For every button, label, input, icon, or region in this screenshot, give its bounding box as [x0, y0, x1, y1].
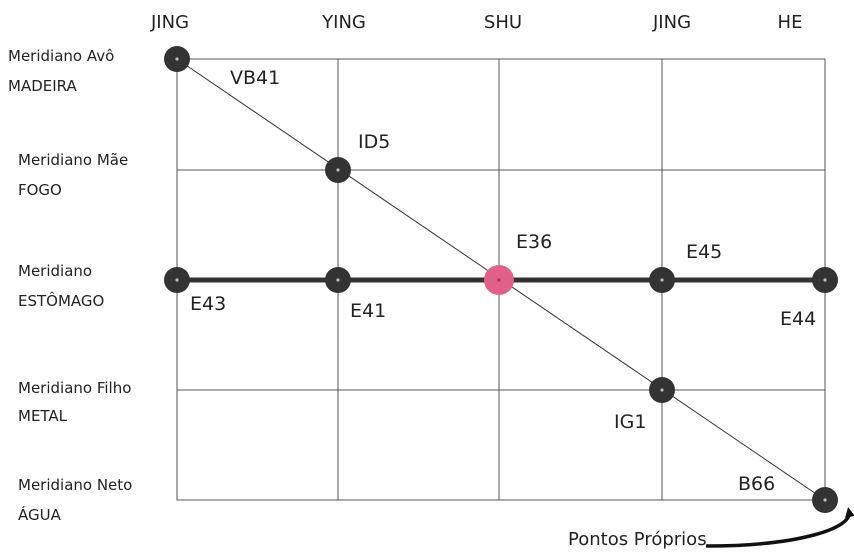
node-center — [823, 278, 827, 282]
row-label-mae-element: FOGO — [18, 181, 62, 199]
point-label-id5: ID5 — [358, 131, 390, 153]
acupoint-e36: E36 — [484, 231, 552, 295]
curved-arrow-icon — [705, 507, 854, 548]
acupoint-e44: E44 — [780, 267, 838, 330]
point-label-b66: B66 — [738, 473, 775, 495]
pontos-proprios-note: Pontos Próprios — [568, 529, 707, 550]
acupoint-ig1: IG1 — [614, 377, 675, 433]
acupoint-id5: ID5 — [325, 131, 390, 183]
column-label-ying: YING — [321, 12, 366, 33]
node-center — [497, 278, 501, 282]
row-label-mae: Meridiano Mãe — [18, 151, 128, 169]
acupoint-b66: B66 — [738, 473, 838, 513]
point-label-vb41: VB41 — [230, 67, 280, 89]
node-center — [175, 278, 179, 282]
row-label-filho-element: METAL — [18, 407, 68, 425]
point-label-ig1: IG1 — [614, 411, 646, 433]
column-label-jing-2: JING — [652, 12, 691, 33]
row-label-neto: Meridiano Neto — [18, 476, 132, 494]
row-label-estomago: Meridiano — [18, 262, 92, 280]
acupoint-vb41: VB41 — [164, 46, 280, 89]
point-label-e41: E41 — [350, 300, 386, 322]
node-center — [823, 498, 827, 502]
point-label-e44: E44 — [780, 308, 816, 330]
acupoint-e43: E43 — [164, 267, 226, 315]
acupoint-e41: E41 — [325, 267, 386, 322]
column-headers: JING YING SHU JING HE — [150, 12, 802, 33]
point-label-e45: E45 — [686, 241, 722, 263]
column-label-shu: SHU — [484, 12, 522, 33]
row-label-filho: Meridiano Filho — [18, 379, 131, 397]
column-label-jing: JING — [150, 12, 189, 33]
row-label-neto-element: ÁGUA — [18, 505, 62, 524]
acupoint-e45: E45 — [649, 241, 722, 293]
node-center — [175, 57, 179, 61]
node-center — [336, 278, 340, 282]
row-label-avo-element: MADEIRA — [8, 77, 77, 95]
row-labels: Meridiano Avô MADEIRA Meridiano Mãe FOGO… — [8, 47, 132, 524]
row-label-estomago-element: ESTÔMAGO — [18, 291, 104, 310]
point-label-e43: E43 — [190, 293, 226, 315]
node-center — [660, 278, 664, 282]
column-label-he: HE — [778, 12, 803, 33]
point-label-e36: E36 — [516, 231, 552, 253]
node-center — [660, 388, 664, 392]
row-label-avo: Meridiano Avô — [8, 47, 114, 65]
node-center — [336, 168, 340, 172]
acupoint-nodes: VB41 ID5 E43 E41 E36 E45 — [164, 46, 838, 513]
